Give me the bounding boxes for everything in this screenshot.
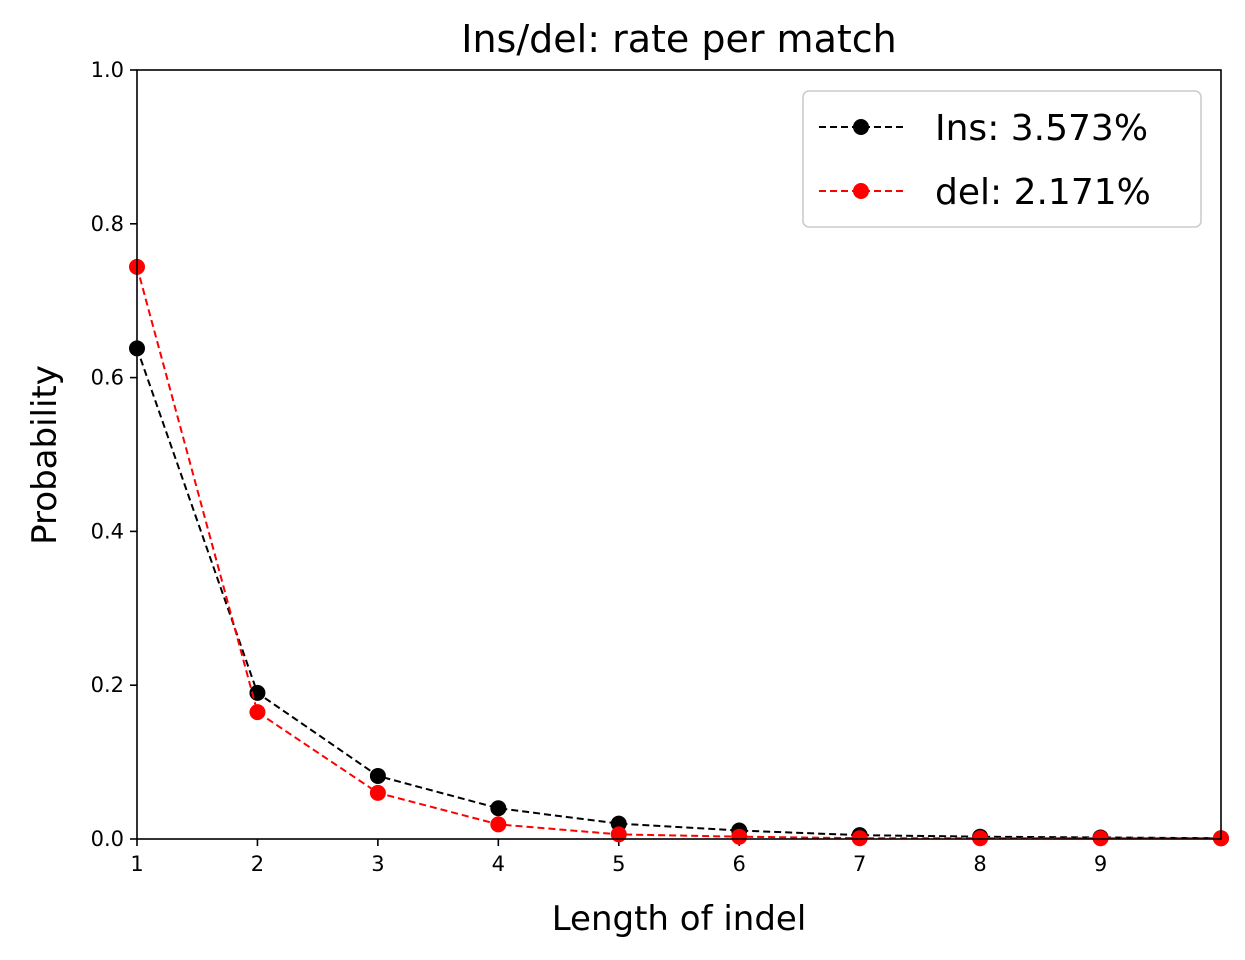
series-del xyxy=(129,258,1229,847)
x-tick-label: 6 xyxy=(733,852,746,876)
y-tick-label: 0.8 xyxy=(91,212,124,236)
legend-label: Ins: 3.573% xyxy=(935,108,1148,149)
x-tick-label: 8 xyxy=(973,852,986,876)
legend-item: del: 2.171% xyxy=(819,172,1151,213)
series-ins xyxy=(129,340,1229,847)
x-axis-label: Length of indel xyxy=(552,899,807,939)
y-axis-label: Probability xyxy=(25,365,65,545)
legend-label: del: 2.171% xyxy=(935,172,1151,213)
x-tick-label: 5 xyxy=(612,852,625,876)
plot-frame xyxy=(136,69,1222,840)
x-tick-label: 4 xyxy=(492,852,505,876)
data-point xyxy=(490,800,507,817)
y-tick-label: 1.0 xyxy=(91,58,124,82)
x-tick-label: 1 xyxy=(130,852,143,876)
y-tick-label: 0.6 xyxy=(91,366,124,390)
legend-marker xyxy=(853,183,869,199)
data-point xyxy=(369,767,386,784)
data-point xyxy=(369,784,386,801)
legend-box xyxy=(802,90,1202,228)
x-tick-label: 7 xyxy=(853,852,866,876)
x-tick-label: 9 xyxy=(1094,852,1107,876)
y-tick-label: 0.4 xyxy=(91,519,124,543)
data-point xyxy=(610,826,627,843)
data-point xyxy=(731,828,748,845)
legend-marker xyxy=(853,119,869,135)
data-point xyxy=(249,704,266,721)
chart-title: Ins/del: rate per match xyxy=(461,17,896,61)
legend: Ins: 3.573% del: 2.171% xyxy=(802,90,1202,228)
series-line xyxy=(136,348,1222,840)
data-point xyxy=(490,816,507,833)
x-tick-label: 2 xyxy=(251,852,264,876)
legend-item: Ins: 3.573% xyxy=(819,108,1148,149)
y-tick-label: 0.0 xyxy=(91,827,124,851)
series-line xyxy=(136,266,1221,840)
y-tick-label: 0.2 xyxy=(91,673,124,697)
x-tick-label: 3 xyxy=(371,852,384,876)
